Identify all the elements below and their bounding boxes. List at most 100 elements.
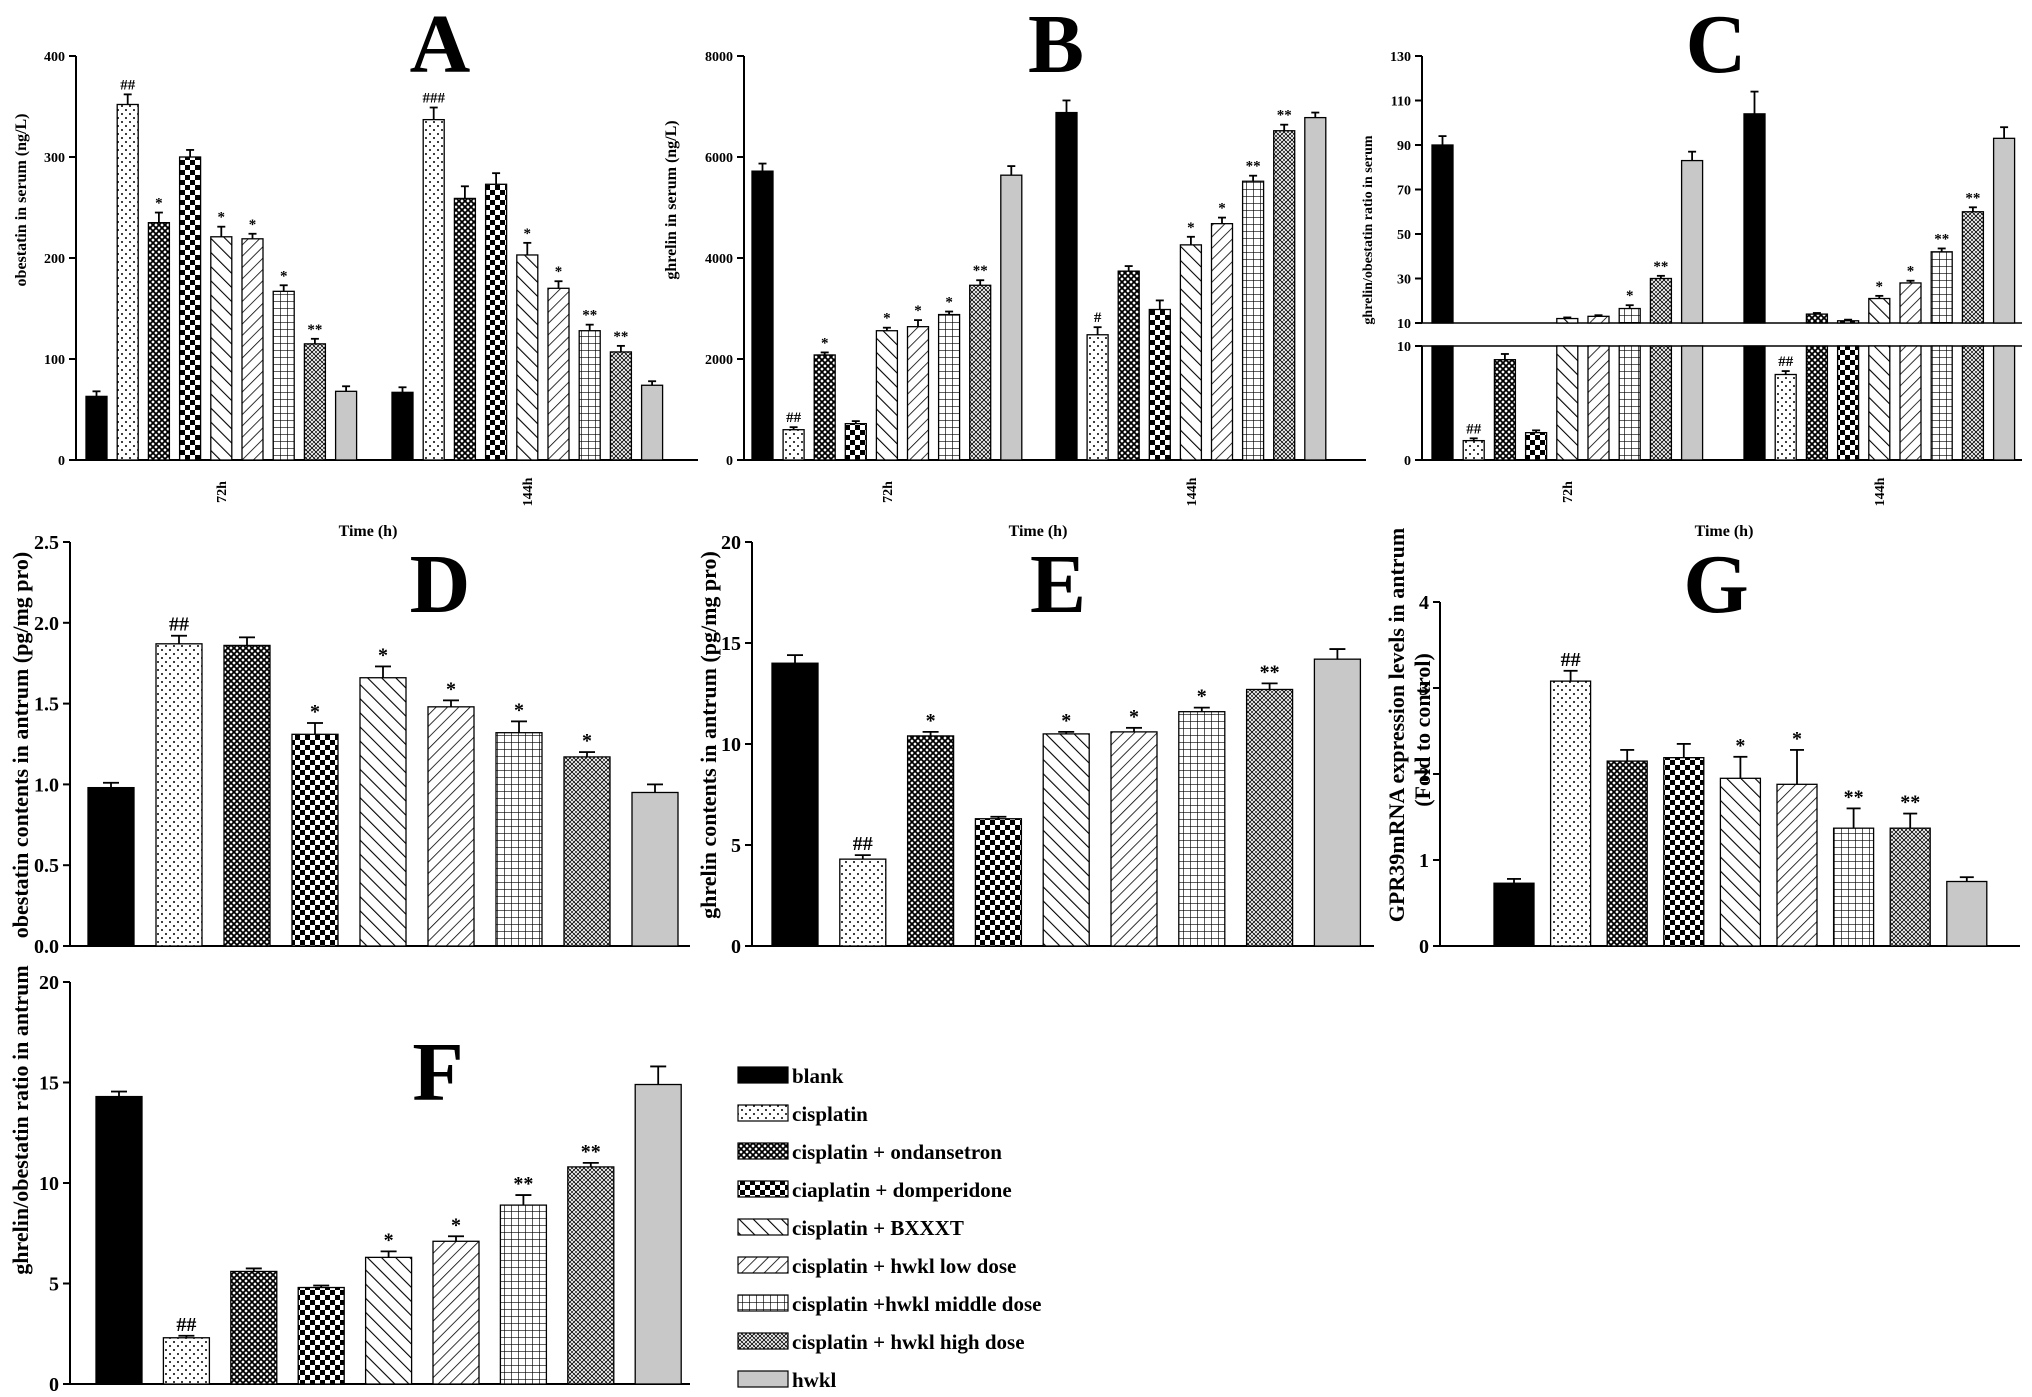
panel-b-bar (1148, 308, 1171, 461)
panel-e-y-tick-label: 10 (721, 734, 741, 756)
panel-d-significance-label: ## (169, 614, 189, 636)
panel-c-significance-label: ** (1653, 259, 1668, 275)
panel-c-bar-lower-part (1899, 345, 1922, 461)
panel-b-significance-label: ** (1277, 108, 1292, 124)
panel-b-bar (875, 330, 899, 461)
panel-f-bar (634, 1083, 682, 1385)
panel-f-bar (567, 1166, 615, 1385)
panel-c-y-tick-label: 70 (1397, 184, 1411, 199)
panel-a-bar (609, 351, 633, 461)
panel-d-significance-label: * (378, 644, 388, 666)
panel-b-bar (751, 170, 774, 461)
panel-c-bar-lower-part (1587, 345, 1610, 461)
legend-swatch-1 (737, 1104, 789, 1122)
panel-e-significance-label: * (926, 710, 936, 732)
panel-d-y-tick-label: 1.0 (34, 774, 59, 796)
panel-c-bar-lower-part (1868, 345, 1891, 461)
panel-c-y-tick-label: 10 (1397, 317, 1411, 332)
panel-b-significance-label: ** (1246, 159, 1261, 175)
panel-c-bar-lower-part (1618, 345, 1641, 461)
panel-c-y-tick-label: 130 (1390, 50, 1411, 65)
panel-g-y-tick-label: 2 (1419, 764, 1429, 786)
panel-f-y-tick-label: 20 (39, 972, 59, 994)
panel-g-bar (1832, 827, 1875, 947)
panel-b-significance-label: * (1187, 220, 1195, 236)
panel-b-significance-label: * (945, 295, 953, 311)
panel-f-bar (499, 1204, 548, 1385)
panel-b-significance-label: * (821, 335, 829, 351)
panel-b-significance-label: ** (973, 263, 988, 279)
panel-g-bar (1946, 880, 1988, 947)
panel-b-ylabel: ghrelin in serum (ng/L) (663, 120, 680, 279)
panel-c-y-tick-label: 90 (1397, 139, 1411, 154)
panel-a-significance-label: * (555, 264, 563, 280)
panel-c-bar-lower-part (1836, 345, 1860, 461)
panel-c-bar (1774, 373, 1797, 461)
panel-d-bar (359, 677, 407, 947)
panel-a-bar (484, 183, 508, 461)
panel-c-bar (1868, 297, 1891, 324)
panel-g-y-tick-label: 0 (1419, 936, 1429, 958)
panel-a-y-tick-label: 400 (44, 50, 65, 65)
panel-e-bar (839, 858, 887, 947)
panel-e-bar (906, 735, 955, 947)
panel-g-y-tick-label: 4 (1419, 592, 1429, 614)
panel-a-bar (116, 103, 139, 461)
panel-e-significance-label: * (1129, 706, 1139, 728)
panel-c-xlabel: Time (h) (1695, 523, 1754, 540)
legend-swatch-2 (737, 1142, 789, 1160)
panel-c-bar (1930, 251, 1953, 324)
panel-e-bar (974, 818, 1023, 947)
panel-c-bar-lower-part (1961, 345, 1985, 461)
panel-e-bar (1110, 731, 1158, 947)
panel-b-significance-label: ## (786, 410, 802, 426)
panel-b-bar (937, 313, 961, 461)
panel-f-y-tick-label: 0 (49, 1374, 59, 1396)
panel-b-significance-label: * (1218, 201, 1226, 217)
panel-a-bar (241, 238, 264, 461)
legend-label-8: hwkl (792, 1368, 837, 1392)
panel-a-bar (516, 254, 539, 461)
panel-a-significance-label: * (218, 210, 226, 226)
panel-e-bar (1042, 733, 1090, 947)
panel-a-y-tick-label: 0 (58, 454, 65, 469)
panel-a-bar (453, 197, 477, 461)
legend-swatch-6 (737, 1294, 789, 1312)
panel-c-significance-label: * (1626, 288, 1634, 304)
panel-g-bar (1776, 783, 1818, 947)
panel-a-bar (272, 290, 295, 461)
panel-label-G: G (1683, 538, 1748, 631)
panel-a-xlabel: Time (h) (339, 523, 398, 540)
panel-e-significance-label: * (1197, 686, 1207, 708)
panel-a-y-tick-label: 100 (44, 353, 65, 368)
panel-b-bar (1055, 111, 1078, 461)
panel-c-significance-label: ## (1778, 354, 1794, 370)
panel-g-significance-label: ** (1844, 786, 1864, 808)
panel-a-bar (640, 384, 664, 461)
panel-c-bar-lower-part (1649, 345, 1673, 461)
panel-g-bar (1549, 680, 1592, 947)
panel-e-y-tick-label: 0 (731, 936, 741, 958)
legend-label-4: cisplatin + BXXXT (792, 1216, 964, 1240)
panel-f-bar (230, 1270, 278, 1385)
panel-f-significance-label: * (384, 1229, 394, 1251)
panel-b-bar (1117, 270, 1140, 461)
panel-a-bar (422, 118, 445, 461)
legend-label-0: blank (792, 1064, 844, 1088)
panel-d-significance-label: * (582, 730, 592, 752)
panel-b-y-tick-label: 6000 (705, 151, 733, 166)
panel-e-significance-label: ** (1260, 661, 1280, 683)
panel-f-y-tick-label: 15 (39, 1073, 59, 1095)
panel-b-category-label: 144h (1185, 477, 1200, 506)
panel-e-significance-label: * (1061, 710, 1071, 732)
legend-swatch-7 (737, 1332, 789, 1350)
panel-f-ylabel: ghrelin/obestatin ratio in antrum (8, 965, 33, 1274)
panel-a-ylabel: obestatin in serum (ng/L) (13, 114, 30, 287)
legend-swatch-3 (737, 1180, 789, 1198)
panel-a-y-tick-label: 300 (44, 151, 65, 166)
panel-d-bar (223, 644, 271, 947)
panel-c-bar (1836, 320, 1860, 324)
panel-d-bar (155, 643, 203, 947)
panel-c-bar (1524, 431, 1548, 461)
panel-c-bar (1462, 439, 1485, 461)
